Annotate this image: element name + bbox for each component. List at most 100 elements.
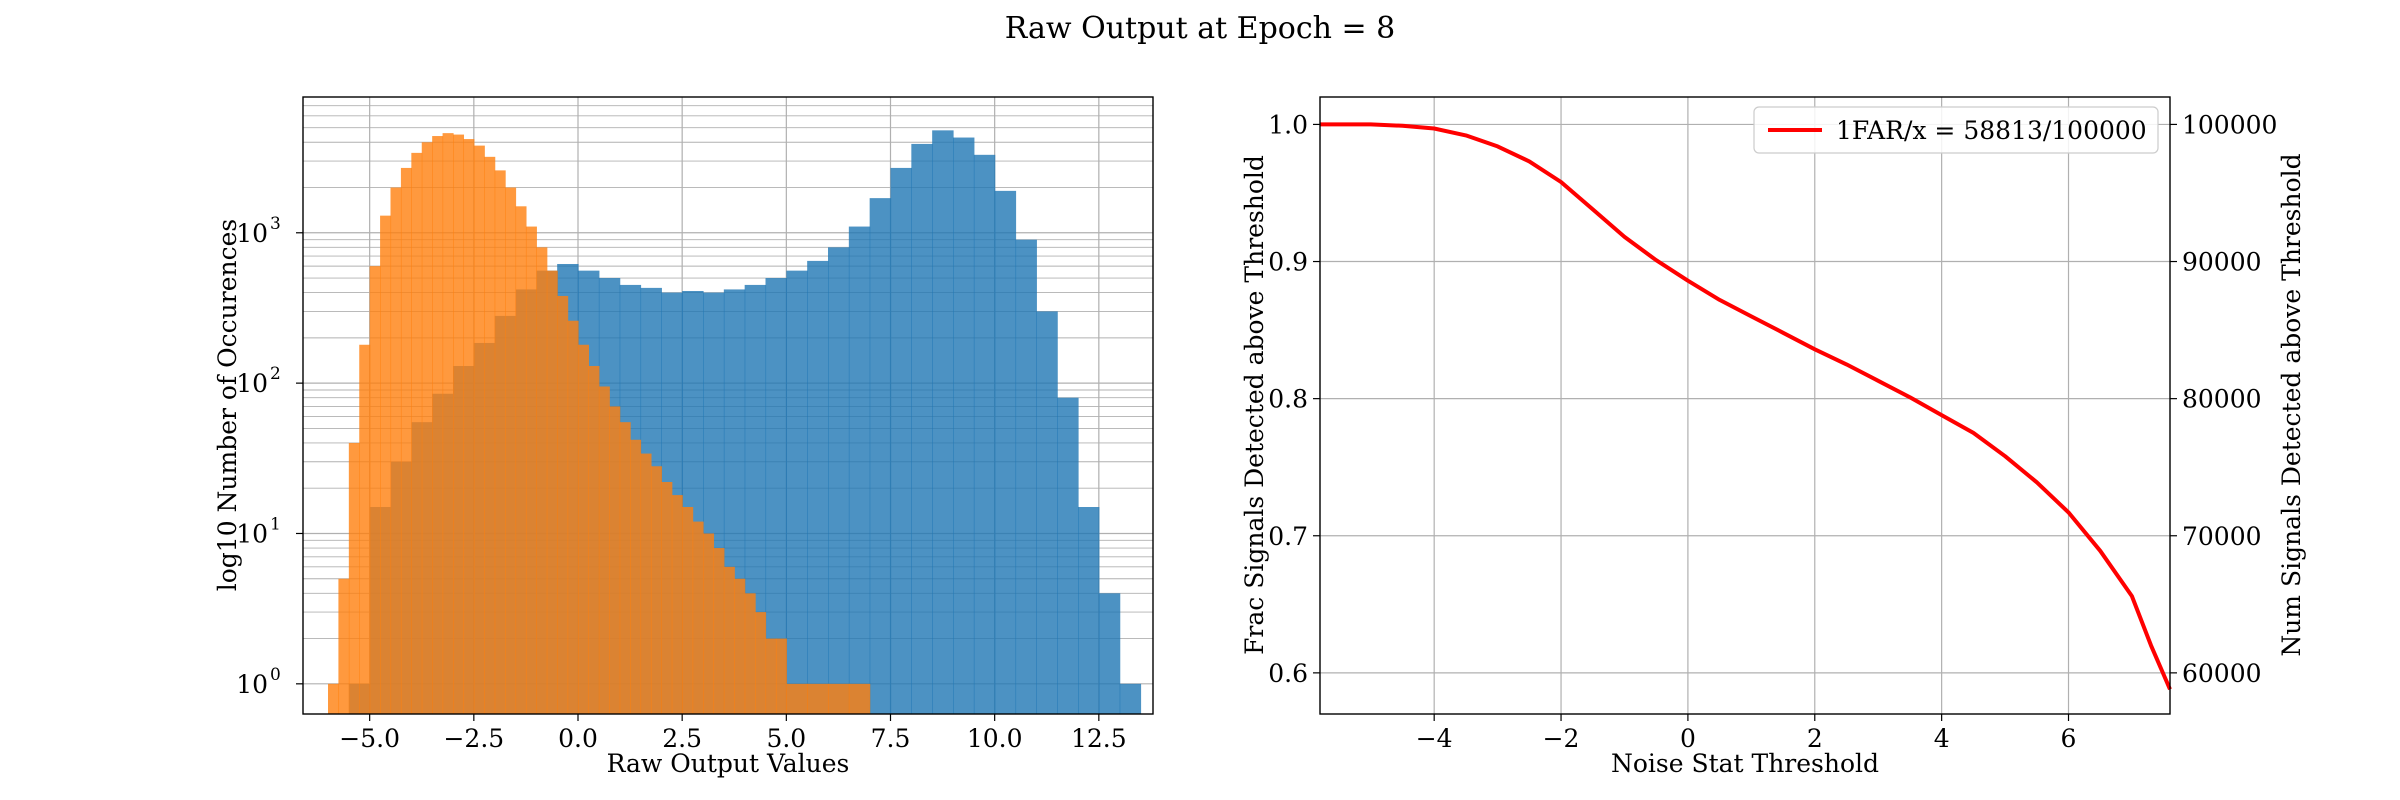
histogram-bar: [786, 270, 808, 714]
histogram-bar: [713, 548, 725, 714]
histogram-bar: [369, 266, 381, 714]
x-tick-label: 0.0: [558, 724, 598, 753]
x-tick-label: −2.5: [443, 724, 504, 753]
detection-curve-y-axis-label: Frac Signals Detected above Threshold: [1240, 155, 1269, 655]
detection-curve-right-y-axis: 60000 70000 80000 90000 100000: [2170, 110, 2277, 688]
detection-curve-plot-frame: [1319, 96, 2171, 715]
y-tick-label: 0.9: [1268, 248, 1308, 277]
y2-tick-label: 70000: [2182, 522, 2262, 551]
legend-frame: [1753, 106, 2159, 154]
histogram-bar: [463, 139, 475, 714]
histogram-bar: [994, 190, 1017, 715]
histogram-y-axis-label: log10 Number of Occurences: [213, 219, 242, 592]
histogram-bar: [380, 215, 392, 714]
x-tick-label: 0: [1680, 724, 1696, 753]
x-tick-label: 5.0: [766, 724, 806, 753]
histogram-bar: [640, 453, 652, 714]
x-tick-label: 10.0: [967, 724, 1023, 753]
histogram-bar: [911, 143, 933, 715]
histogram-bar: [723, 566, 735, 714]
y2-tick-label: 100000: [2182, 110, 2277, 139]
histogram-bar: [484, 156, 496, 715]
histogram-bar: [1015, 239, 1037, 714]
histogram-x-axis-label: Raw Output Values: [607, 749, 850, 778]
histogram-bar: [682, 507, 694, 714]
histogram-bar: [1119, 683, 1142, 714]
histogram-bar: [473, 145, 485, 714]
x-tick-label: 2: [1807, 724, 1823, 753]
histogram-x-axis: −5.0 −2.5 0.0 2.5 5.0 7.5 10.0 12.5: [339, 714, 1127, 753]
histogram-bar: [505, 187, 517, 715]
histogram-bar: [546, 270, 558, 714]
y2-tick-label: 60000: [2182, 659, 2262, 688]
detection-curve-left-y-axis: 0.6 0.7 0.8 0.9 1.0: [1268, 110, 1320, 688]
y-tick-exponent: 0: [270, 665, 281, 685]
histogram-bar: [348, 442, 360, 714]
histogram-bar: [588, 365, 600, 714]
histogram-plot-frame: [302, 96, 1154, 715]
histogram-bar: [890, 167, 912, 714]
histogram-bar: [494, 170, 506, 714]
y-tick-exponent: 2: [270, 364, 281, 384]
histogram-bar: [1036, 311, 1058, 714]
histogram-bar: [442, 133, 454, 714]
histogram-bar: [630, 439, 642, 714]
histogram-bar: [619, 422, 631, 714]
histogram-bar: [359, 344, 371, 714]
y-tick-label: 10: [236, 519, 268, 548]
histogram-bar: [734, 578, 746, 714]
y-tick-label: 0.7: [1268, 522, 1308, 551]
y-tick-label: 1.0: [1268, 110, 1308, 139]
histogram-bar: [400, 167, 412, 714]
histogram-bar: [828, 247, 850, 714]
histogram-bar: [557, 295, 569, 714]
histogram-bar: [328, 683, 340, 714]
x-tick-label: 12.5: [1071, 724, 1127, 753]
histogram-bar: [869, 198, 892, 715]
y2-tick-label: 80000: [2182, 385, 2262, 414]
histogram-bar: [828, 683, 850, 714]
y-tick-label: 0.8: [1268, 385, 1308, 414]
detection-curve-line: [1320, 122, 2172, 691]
x-tick-label: 6: [2061, 724, 2077, 753]
histogram-bar: [671, 495, 683, 714]
x-tick-label: −5.0: [339, 724, 400, 753]
detection-curve-chart: −4 −2 0 2 4 6 0.6 0.7 0.8 0.9 1.0 60000 70000 80000…: [1240, 96, 2306, 778]
histogram-bar: [650, 466, 662, 714]
histogram-bar: [848, 226, 871, 714]
histogram-bar: [807, 683, 829, 714]
histogram-bar: [536, 247, 548, 714]
histogram-bar: [932, 130, 954, 714]
histogram-bar: [703, 533, 715, 714]
histogram-bar: [807, 260, 829, 714]
y-tick-exponent: 1: [270, 514, 281, 534]
histogram-bar: [338, 578, 350, 714]
histogram-bar: [755, 612, 767, 714]
histogram-bar: [744, 593, 756, 714]
detection-curve-x-axis: −4 −2 0 2 4 6: [1416, 714, 2077, 753]
x-tick-label: 2.5: [662, 724, 702, 753]
histogram-bar: [1078, 507, 1100, 714]
histogram-bar: [453, 134, 465, 714]
histogram-bar: [775, 638, 787, 714]
detection-curve-gridlines: [1320, 97, 2170, 714]
histogram-bar: [598, 386, 610, 714]
histogram-bar: [765, 278, 787, 714]
x-tick-label: 7.5: [871, 724, 911, 753]
x-tick-label: −2: [1543, 724, 1580, 753]
legend-label: 1FAR/x = 58813/100000: [1836, 116, 2147, 145]
detection-curve-legend: 1FAR/x = 58813/100000: [1753, 106, 2159, 154]
histogram-bar: [973, 154, 996, 715]
histogram-bar: [1098, 593, 1121, 714]
histogram-bar: [411, 152, 423, 715]
y-tick-exponent: 3: [270, 214, 281, 234]
histogram-bar: [786, 683, 808, 714]
histogram-bar: [515, 206, 527, 714]
y-tick-label: 0.6: [1268, 659, 1308, 688]
histogram-bar: [432, 136, 444, 714]
histogram-bar: [692, 521, 704, 714]
y2-tick-label: 90000: [2182, 248, 2262, 277]
